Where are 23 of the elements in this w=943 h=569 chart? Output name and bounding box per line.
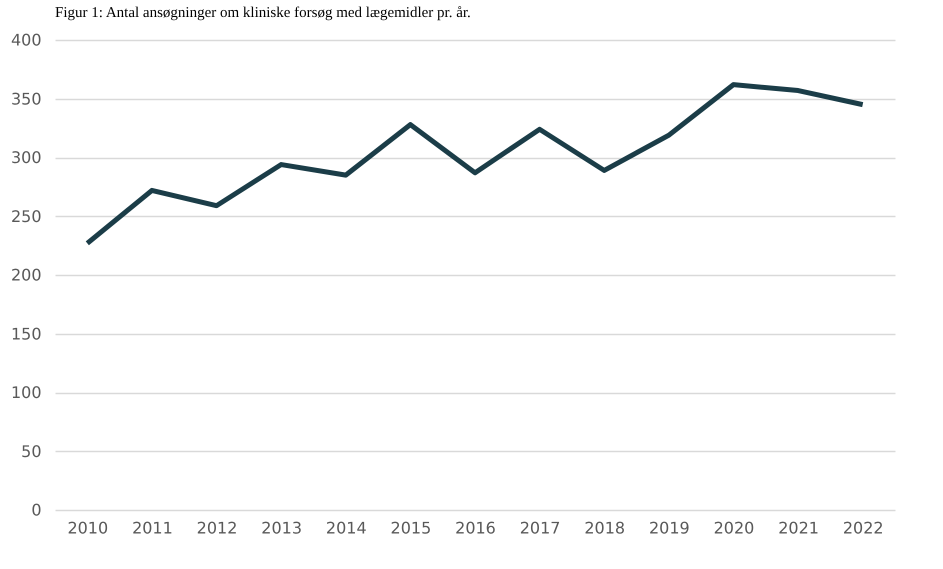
- x-tick-label: 2019: [648, 518, 690, 538]
- x-tick-label: 2013: [261, 518, 302, 538]
- y-tick-label: 100: [10, 383, 42, 402]
- x-tick-label: 2018: [584, 518, 626, 538]
- y-tick-label: 350: [10, 89, 42, 108]
- x-tick-label: 2012: [196, 518, 238, 538]
- x-tick-label: 2017: [520, 518, 560, 538]
- y-tick-label: 400: [10, 30, 42, 50]
- y-tick-label: 200: [10, 266, 42, 284]
- x-tick-label: 2010: [67, 518, 108, 538]
- y-tick-label: 300: [10, 148, 42, 167]
- x-tick-label: 2014: [326, 518, 367, 538]
- x-tick-label: 2020: [714, 518, 754, 538]
- x-tick-label: 2021: [778, 518, 819, 538]
- x-tick-label: 2015: [390, 518, 432, 538]
- y-tick-label: 0: [31, 500, 42, 520]
- y-tick-label: 50: [21, 442, 42, 461]
- x-tick-label: 2011: [132, 518, 173, 538]
- chart-title: Figur 1: Antal ansøgninger om kliniske forsøg med lægemidler pr. år.: [55, 5, 471, 21]
- x-tick-label: 2022: [842, 518, 884, 538]
- y-tick-label: 250: [10, 206, 42, 226]
- x-tick-label: 2016: [455, 518, 496, 538]
- y-tick-label: 150: [10, 324, 42, 344]
